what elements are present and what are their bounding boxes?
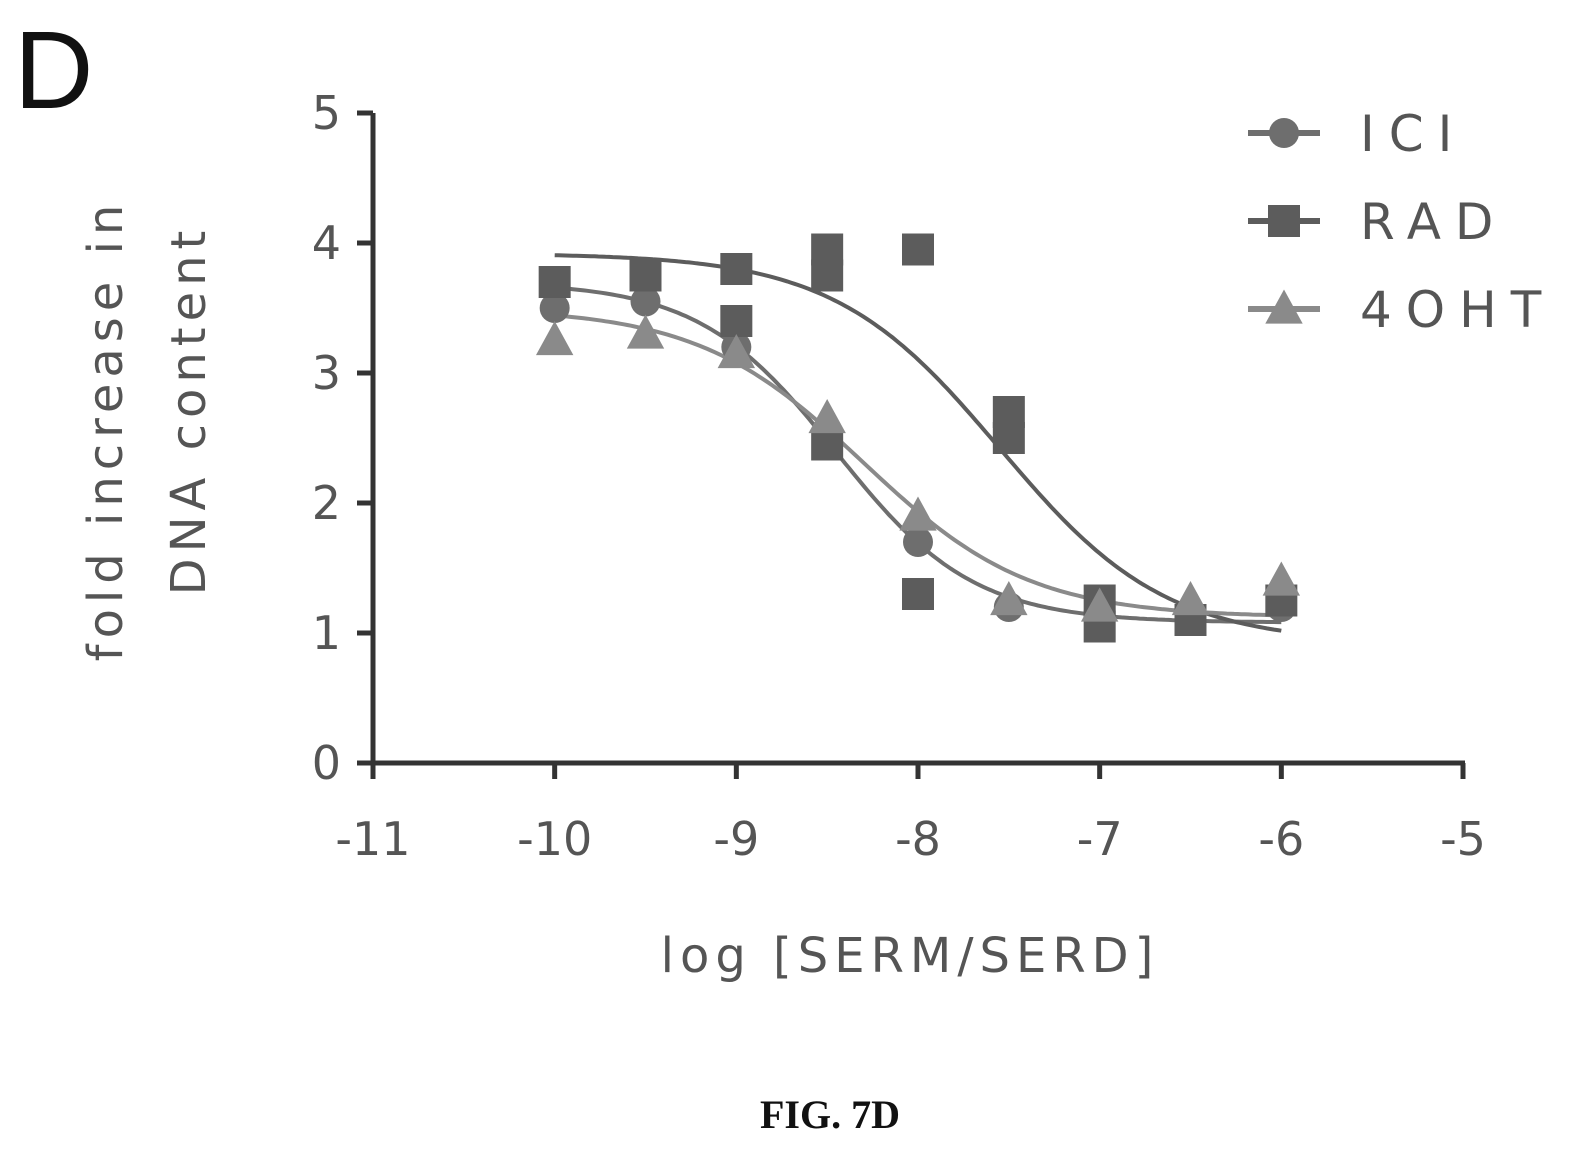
legend-label: 4OHT (1360, 281, 1555, 339)
legend-marker-rad (1268, 205, 1300, 237)
point-rad (629, 259, 662, 292)
point-ici (903, 527, 933, 557)
point-rad (992, 422, 1025, 454)
panel-label: D (14, 9, 93, 132)
legend-label: RAD (1360, 193, 1507, 251)
y-axis-label-line-2: DNA content (161, 225, 217, 596)
legend-marker-ici (1269, 118, 1299, 148)
y-tick-label: 0 (312, 736, 341, 790)
y-tick-label: 1 (312, 606, 341, 660)
x-tick-label: -11 (335, 812, 410, 866)
point-rad (902, 578, 934, 610)
point-4oht (1171, 580, 1210, 616)
point-4oht (990, 580, 1028, 616)
legend: ICI RAD 4OHT (1248, 105, 1555, 339)
data-points (535, 233, 1301, 643)
point-4oht (626, 314, 665, 349)
point-ici (539, 293, 570, 323)
point-4oht (717, 333, 756, 369)
point-4oht (808, 398, 846, 434)
y-tick-label: 5 (312, 86, 341, 140)
point-ici (630, 286, 661, 317)
point-rad (720, 253, 753, 285)
x-tick-label: -10 (517, 812, 592, 866)
y-axis-label: fold increase in DNA content (78, 199, 217, 662)
point-rad (811, 259, 844, 292)
y-tick-label: 4 (312, 216, 341, 270)
point-rad (538, 266, 571, 298)
point-4oht (1080, 587, 1119, 622)
legend-item-4oht: 4OHT (1248, 281, 1555, 339)
y-tick-label: 3 (312, 346, 341, 400)
y-axis-label-line-1: fold increase in (78, 199, 134, 662)
legend-item-rad: RAD (1248, 193, 1507, 251)
legend-item-ici: ICI (1248, 105, 1466, 163)
figure-caption: FIG. 7D (760, 1092, 900, 1137)
x-tick-label: -9 (713, 812, 759, 866)
x-tick-label: -8 (895, 812, 941, 866)
point-rad (720, 305, 753, 337)
fit-curve-ici (554, 285, 1282, 625)
fit-curves (554, 253, 1282, 633)
axes: 0 1 2 3 4 5 -11 -10 -9 -8 -7 -6 -5 (312, 86, 1486, 866)
point-4oht (535, 320, 574, 356)
x-tick-label: -7 (1077, 812, 1123, 866)
legend-marker-4oht (1265, 289, 1303, 324)
point-rad (811, 428, 844, 461)
x-tick-label: -5 (1440, 812, 1486, 866)
x-axis-label: log [SERM/SERD] (661, 928, 1160, 984)
fit-curve-rad (554, 253, 1282, 633)
point-4oht (899, 496, 937, 531)
x-tick-label: -6 (1258, 812, 1304, 866)
y-tick-label: 2 (312, 476, 341, 530)
point-4oht (1262, 561, 1301, 596)
point-rad (902, 233, 934, 266)
legend-label: ICI (1360, 105, 1466, 163)
